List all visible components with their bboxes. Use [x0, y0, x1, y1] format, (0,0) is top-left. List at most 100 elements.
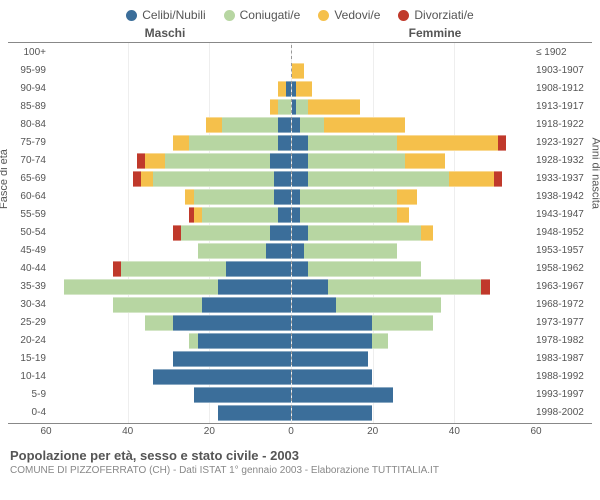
bar-segment [308, 153, 405, 169]
male-bar [48, 63, 292, 77]
bar-segment [372, 315, 433, 331]
bar-pair [48, 351, 534, 365]
bar-segment [292, 153, 308, 169]
bar-segment [194, 189, 275, 205]
age-label: 35-39 [8, 281, 48, 292]
pyramid-row: 70-741928-1932 [8, 151, 592, 169]
bar-segment [278, 99, 290, 115]
x-tick-label: 20 [367, 426, 378, 437]
bar-segment [121, 261, 226, 277]
male-bar [48, 369, 292, 383]
female-bar [292, 63, 535, 77]
male-bar [48, 81, 292, 95]
legend-label: Divorziati/e [414, 8, 473, 22]
bar-segment [181, 225, 270, 241]
bar-segment [113, 261, 121, 277]
bar-segment [194, 207, 202, 223]
pyramid-row: 20-24 1978-1982 [8, 331, 592, 349]
age-label: 20-24 [8, 335, 48, 346]
x-tick-label: 40 [122, 426, 133, 437]
bar-segment [324, 117, 405, 133]
bar-pair [48, 153, 534, 167]
bar-pair [48, 135, 534, 149]
bar-segment [308, 135, 397, 151]
bar-segment [308, 99, 361, 115]
birth-year-label: 1978-1982 [534, 335, 592, 346]
age-label: 40-44 [8, 263, 48, 274]
bar-segment [173, 351, 290, 367]
bar-segment [226, 261, 291, 277]
bar-segment [222, 117, 279, 133]
bar-segment [405, 153, 445, 169]
legend-swatch [318, 10, 329, 21]
male-bar [48, 279, 292, 293]
chart-title: Popolazione per età, sesso e stato civil… [10, 448, 590, 463]
bar-segment [292, 243, 304, 259]
bar-segment [292, 405, 373, 421]
female-bar [292, 279, 535, 293]
bar-segment [397, 135, 498, 151]
bar-pair [48, 189, 534, 203]
female-bar [292, 243, 535, 257]
bar-segment [189, 333, 197, 349]
bar-segment [292, 333, 373, 349]
bar-segment [278, 207, 290, 223]
bar-segment [286, 81, 290, 97]
pyramid-row: 60-641938-1942 [8, 187, 592, 205]
male-bar [48, 351, 292, 365]
pyramid-row: 55-591943-1947 [8, 205, 592, 223]
legend-item: Divorziati/e [398, 8, 473, 22]
male-bar [48, 405, 292, 419]
bar-segment [218, 405, 291, 421]
birth-year-label: 1968-1972 [534, 299, 592, 310]
pyramid-row: 100+≤ 1902 [8, 43, 592, 61]
bar-segment [449, 171, 493, 187]
male-bar [48, 225, 292, 239]
bar-segment [145, 315, 173, 331]
male-bar [48, 189, 292, 203]
bar-segment [133, 171, 141, 187]
bar-segment [270, 99, 278, 115]
male-bar [48, 45, 292, 59]
pyramid-row: 30-341968-1972 [8, 295, 592, 313]
bar-segment [308, 225, 421, 241]
legend-item: Coniugati/e [224, 8, 301, 22]
bar-segment [189, 135, 278, 151]
legend-swatch [224, 10, 235, 21]
age-label: 50-54 [8, 227, 48, 238]
bar-segment [145, 153, 165, 169]
legend-label: Celibi/Nubili [142, 8, 205, 22]
male-bar [48, 243, 292, 257]
header-female: Femmine [300, 26, 600, 40]
bar-segment [292, 207, 300, 223]
female-bar [292, 207, 535, 221]
female-bar [292, 135, 535, 149]
bar-segment [328, 279, 482, 295]
bar-segment [278, 117, 290, 133]
female-bar [292, 189, 535, 203]
bar-segment [64, 279, 218, 295]
bar-segment [292, 387, 393, 403]
age-label: 60-64 [8, 191, 48, 202]
legend-label: Coniugati/e [240, 8, 301, 22]
birth-year-label: 1998-2002 [534, 407, 592, 418]
female-bar [292, 387, 535, 401]
bar-segment [202, 297, 291, 313]
bar-segment [292, 135, 308, 151]
bar-segment [278, 81, 286, 97]
birth-year-label: 1923-1927 [534, 137, 592, 148]
male-bar [48, 171, 292, 185]
bar-segment [270, 153, 290, 169]
legend-swatch [398, 10, 409, 21]
bar-segment [153, 369, 290, 385]
pyramid-row: 5-91993-1997 [8, 385, 592, 403]
legend: Celibi/NubiliConiugati/eVedovi/eDivorzia… [0, 0, 600, 22]
female-bar [292, 333, 535, 347]
bar-segment [292, 315, 373, 331]
bar-segment [481, 279, 489, 295]
bar-pair [48, 45, 534, 59]
female-bar [292, 351, 535, 365]
x-tick-label: 20 [204, 426, 215, 437]
female-bar [292, 99, 535, 113]
age-label: 25-29 [8, 317, 48, 328]
